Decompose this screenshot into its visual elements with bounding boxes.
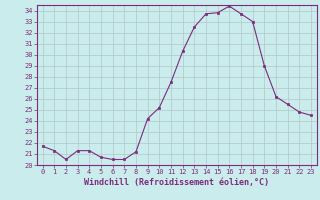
X-axis label: Windchill (Refroidissement éolien,°C): Windchill (Refroidissement éolien,°C) — [84, 178, 269, 187]
